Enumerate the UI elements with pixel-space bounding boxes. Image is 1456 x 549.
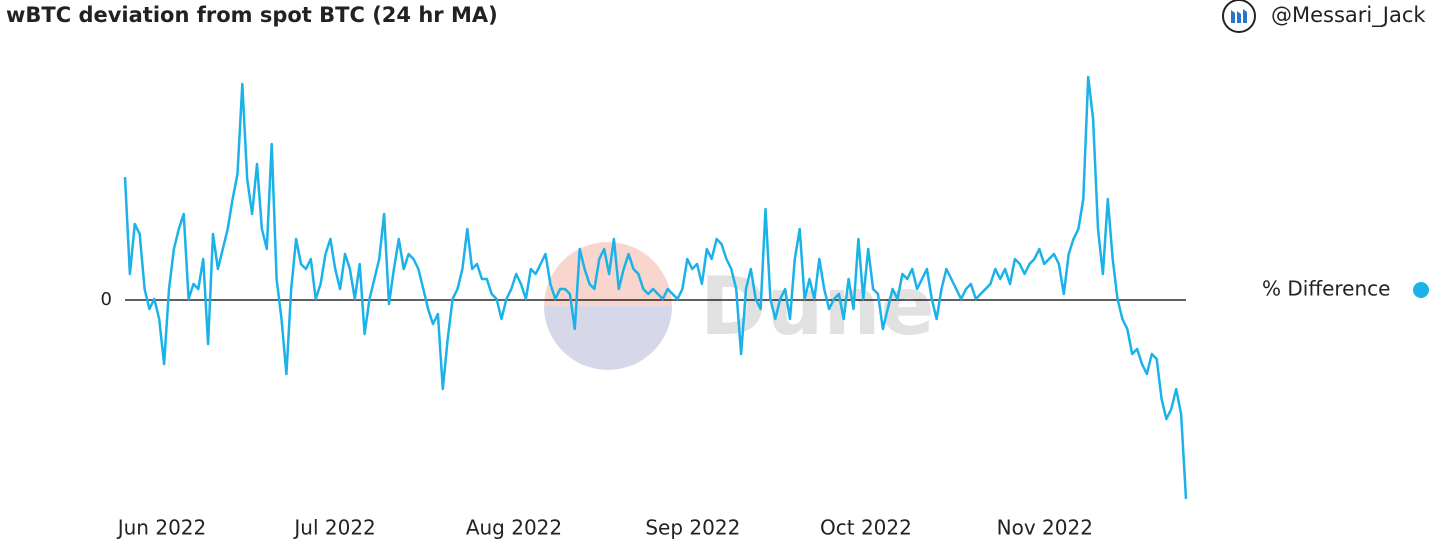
chart-title: wBTC deviation from spot BTC (24 hr MA): [6, 3, 498, 27]
y-tick-label: 0: [101, 289, 112, 310]
legend-marker: [1413, 282, 1429, 298]
x-tick-label: Jun 2022: [116, 516, 207, 540]
handle: @Messari_Jack: [1271, 3, 1426, 28]
watermark: Dune: [544, 242, 935, 370]
watermark-logo: [544, 242, 672, 370]
legend-label: % Difference: [1262, 277, 1390, 301]
x-tick-label: Oct 2022: [820, 516, 912, 540]
x-tick-label: Jul 2022: [292, 516, 375, 540]
x-tick-label: Nov 2022: [997, 516, 1093, 540]
handle-icon: [1222, 0, 1256, 33]
x-tick-label: Aug 2022: [466, 516, 562, 540]
x-tick-label: Sep 2022: [645, 516, 740, 540]
line: [123, 75, 1188, 500]
